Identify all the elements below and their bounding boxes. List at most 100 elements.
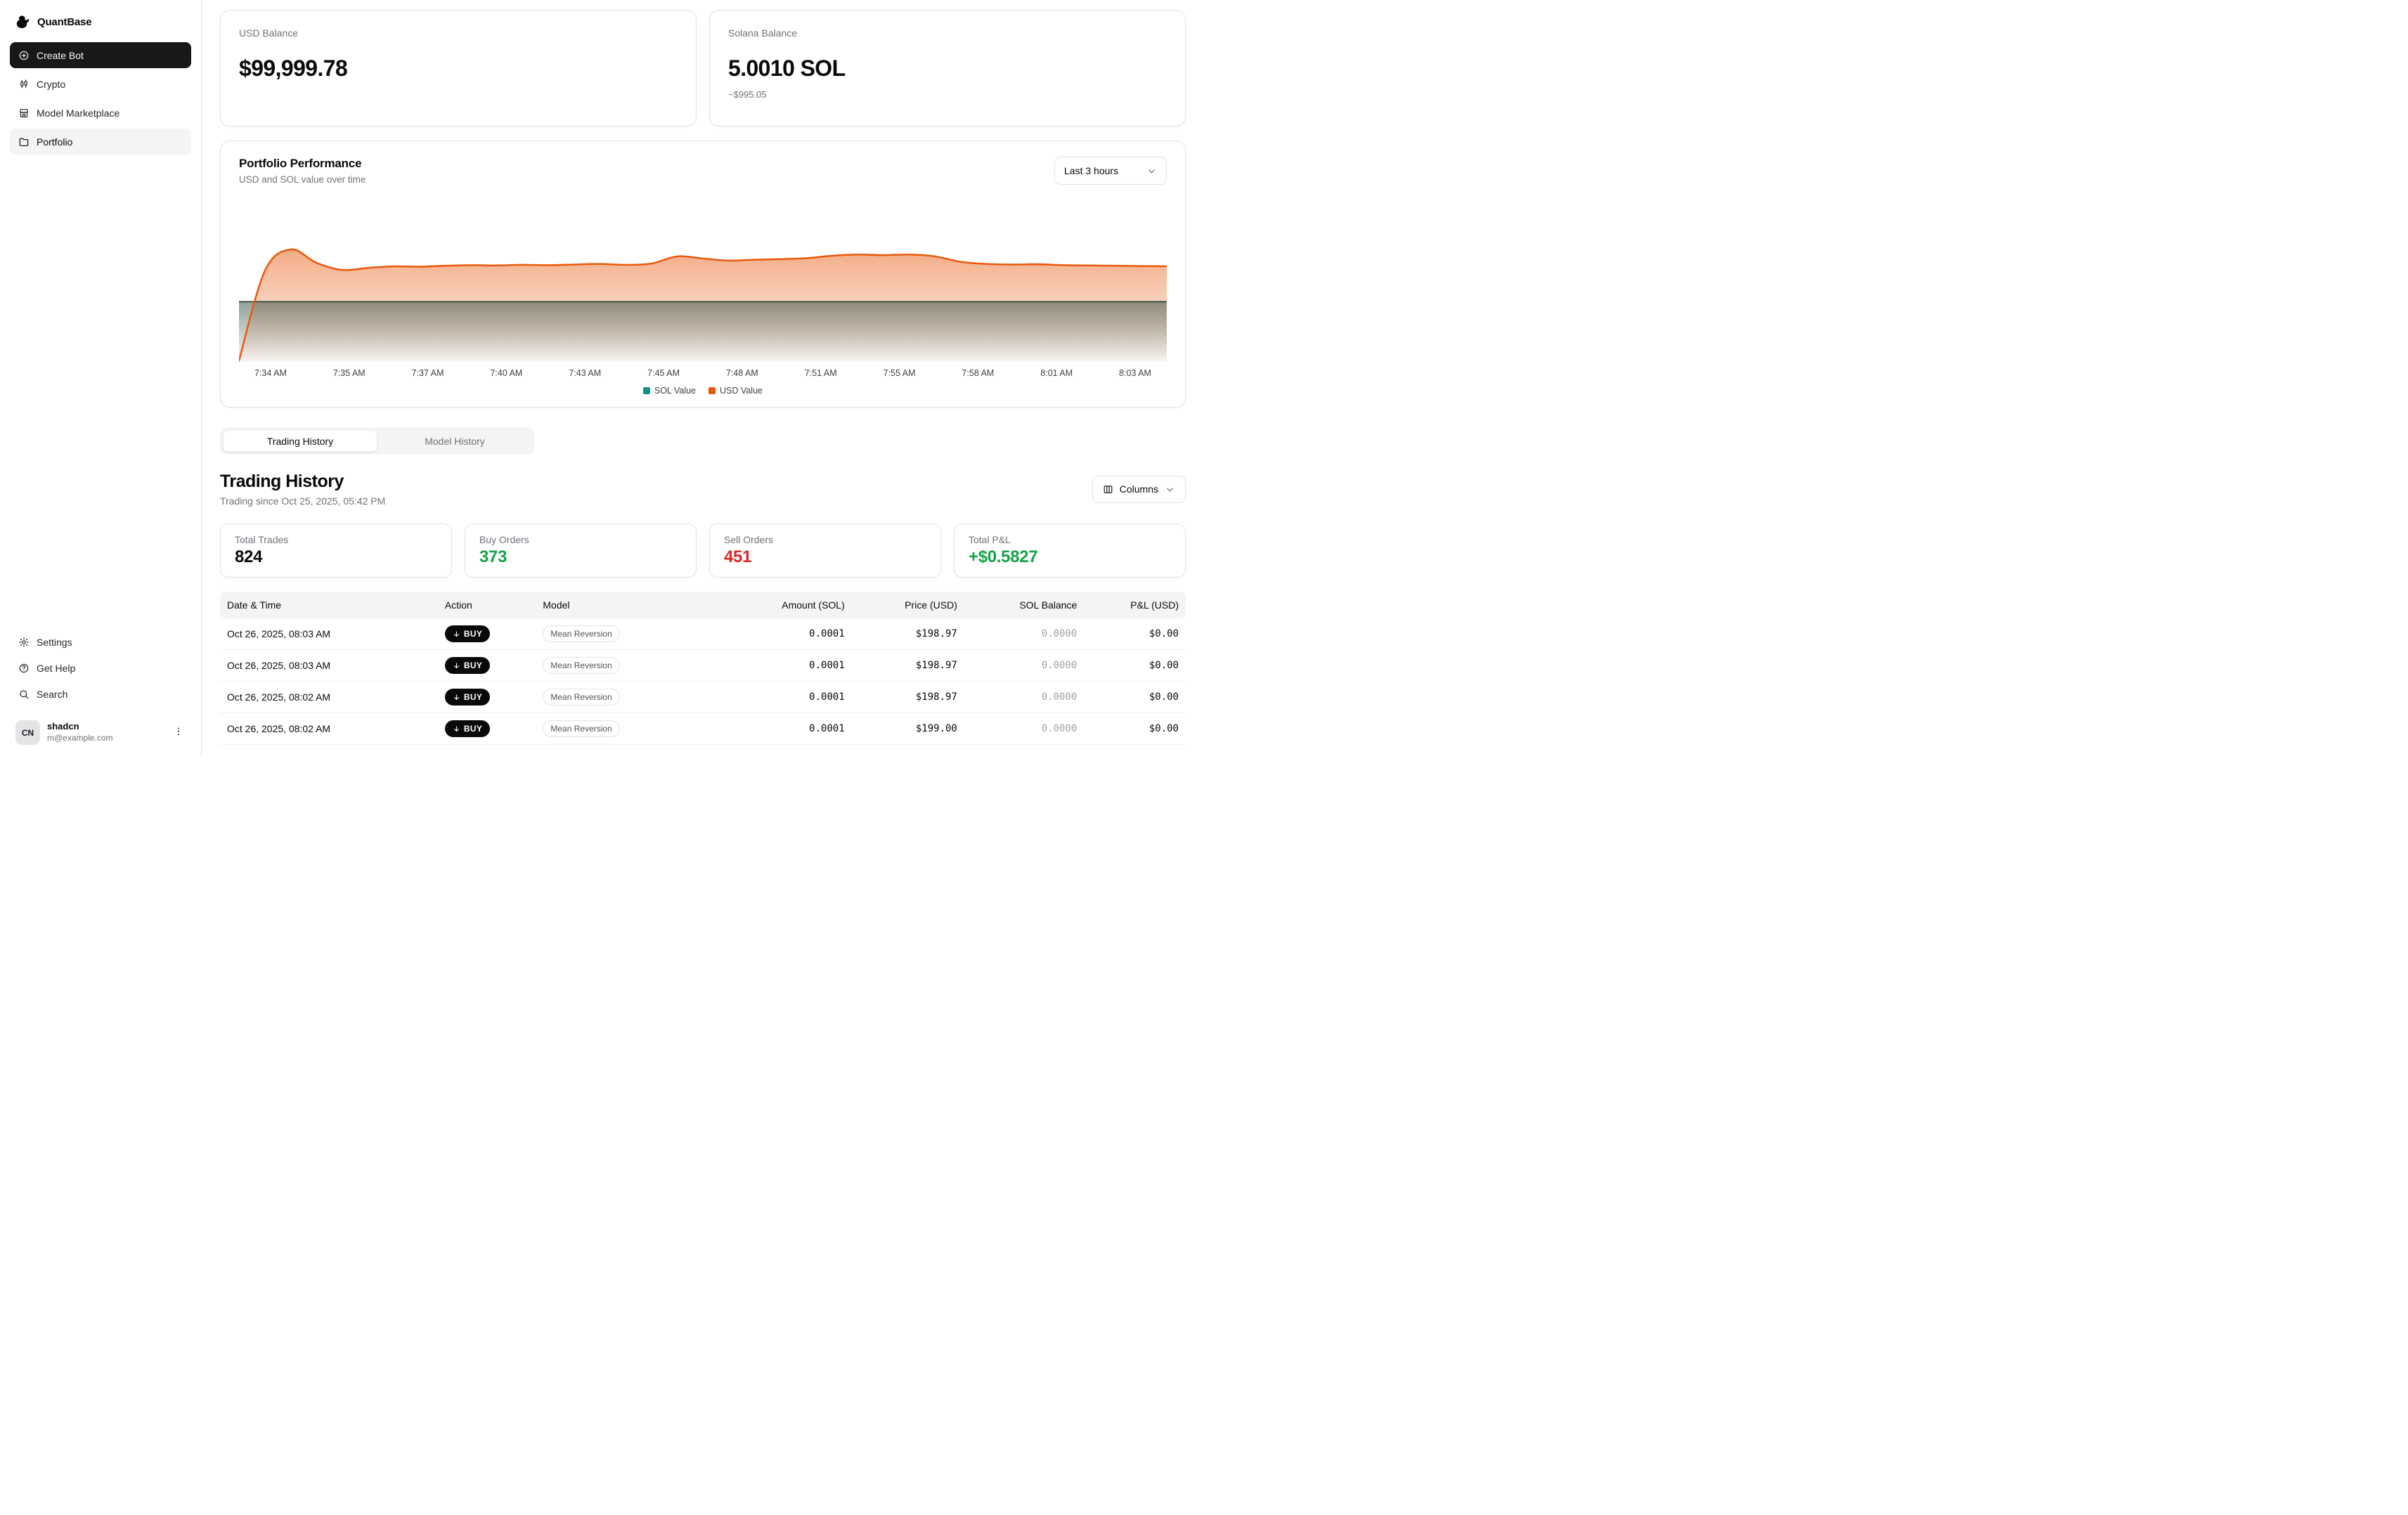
sidebar-item-label: Create Bot [37, 49, 84, 61]
legend-item: SOL Value [643, 386, 696, 396]
cell-sol-balance: 0.0000 [964, 681, 1085, 713]
trading-history-table: Date & Time Action Model Amount (SOL) Pr… [220, 592, 1186, 745]
columns-icon [1103, 484, 1113, 495]
gear-icon [18, 637, 30, 648]
chart-legend: SOL Value USD Value [239, 386, 1167, 396]
buy-badge: BUY [444, 720, 491, 737]
user-options-button[interactable] [170, 723, 187, 742]
quantbase-duck-logo-icon [15, 14, 31, 30]
store-icon [18, 108, 30, 119]
sidebar-item-get-help[interactable]: Get Help [10, 656, 191, 680]
help-circle-icon [18, 663, 30, 674]
app-root: QuantBase Create Bot Crypto Model Market… [0, 0, 1204, 758]
col-header-amount: Amount (SOL) [735, 592, 852, 618]
table-row[interactable]: Oct 26, 2025, 08:03 AM BUY Mean Reversio… [220, 618, 1186, 650]
buy-badge: BUY [444, 689, 491, 706]
cell-sol-balance: 0.0000 [964, 713, 1085, 745]
usd-balance-label: USD Balance [239, 27, 299, 39]
cell-action: BUY [437, 713, 536, 745]
legend-label: SOL Value [654, 386, 697, 396]
col-header-datetime: Date & Time [220, 592, 438, 618]
cell-price: $199.00 [851, 713, 964, 745]
cell-amount: 0.0001 [735, 618, 852, 650]
arrow-down-icon [453, 694, 460, 701]
sidebar-item-label: Get Help [37, 662, 76, 674]
user-menu[interactable]: CN shadcn m@example.com [10, 715, 191, 746]
x-tick-label: 7:55 AM [883, 368, 916, 378]
sidebar-item-label: Search [37, 688, 68, 700]
sol-balance-approx: ~$995.05 [728, 89, 767, 100]
cell-model: Mean Reversion [536, 618, 736, 650]
plus-circle-icon [18, 50, 30, 61]
tab-trading-history[interactable]: Trading History [223, 430, 377, 452]
cell-action: BUY [437, 649, 536, 682]
usd-line [239, 248, 1167, 362]
cell-datetime: Oct 26, 2025, 08:03 AM [220, 649, 438, 682]
sidebar-item-search[interactable]: Search [10, 682, 191, 706]
sidebar-item-label: Settings [37, 636, 72, 648]
stat-value: +$0.5827 [969, 547, 1038, 566]
sidebar-item-create-bot[interactable]: Create Bot [10, 42, 191, 68]
col-header-pnl: P&L (USD) [1084, 592, 1186, 618]
cell-action: BUY [437, 618, 536, 650]
portfolio-performance-card: Portfolio Performance USD and SOL value … [220, 141, 1186, 408]
stat-value: 373 [479, 547, 507, 566]
arrow-down-icon [453, 662, 460, 670]
col-header-sol-balance: SOL Balance [964, 592, 1085, 618]
time-range-select[interactable]: Last 3 hours [1054, 157, 1167, 185]
tab-model-history[interactable]: Model History [377, 430, 532, 452]
sidebar-item-portfolio[interactable]: Portfolio [10, 129, 191, 155]
cell-sol-balance: 0.0000 [964, 618, 1085, 650]
cell-pnl: $0.00 [1084, 713, 1186, 745]
sidebar-item-settings[interactable]: Settings [10, 630, 191, 654]
ellipsis-vertical-icon [173, 726, 184, 739]
x-tick-label: 7:51 AM [804, 368, 837, 378]
sidebar-item-model-marketplace[interactable]: Model Marketplace [10, 100, 191, 126]
table-row[interactable]: Oct 26, 2025, 08:03 AM BUY Mean Reversio… [220, 649, 1186, 682]
table-row[interactable]: Oct 26, 2025, 08:02 AM BUY Mean Reversio… [220, 713, 1186, 745]
cell-amount: 0.0001 [735, 649, 852, 682]
cell-model: Mean Reversion [536, 649, 736, 682]
stat-sell-orders: Sell Orders 451 [709, 524, 941, 578]
columns-button[interactable]: Columns [1092, 475, 1186, 503]
col-header-model: Model [536, 592, 736, 618]
performance-subtitle: USD and SOL value over time [239, 174, 366, 185]
table-row[interactable]: Oct 26, 2025, 08:02 AM BUY Mean Reversio… [220, 681, 1186, 713]
user-email: m@example.com [47, 733, 113, 743]
model-badge: Mean Reversion [543, 625, 620, 642]
trading-history-subtitle: Trading since Oct 25, 2025, 05:42 PM [220, 495, 386, 507]
sidebar-footer: Settings Get Help Search CN shadcn m@exa… [10, 630, 191, 746]
chevron-down-icon [1146, 166, 1157, 176]
usd-balance-value: $99,999.78 [239, 56, 348, 81]
avatar: CN [15, 720, 40, 745]
cell-pnl: $0.00 [1084, 681, 1186, 713]
stat-label: Buy Orders [479, 534, 529, 545]
x-tick-label: 7:48 AM [725, 368, 758, 378]
cell-amount: 0.0001 [735, 681, 852, 713]
trading-titles: Trading History Trading since Oct 25, 20… [220, 472, 385, 507]
action-label: BUY [463, 692, 483, 702]
performance-chart [239, 248, 1167, 362]
brand[interactable]: QuantBase [10, 11, 191, 32]
stat-label: Sell Orders [724, 534, 774, 545]
buy-badge: BUY [444, 657, 491, 674]
stat-total-trades: Total Trades 824 [220, 524, 452, 578]
stat-label: Total Trades [235, 534, 289, 545]
usd-balance-card: USD Balance $99,999.78 [220, 10, 697, 126]
cell-price: $198.97 [851, 649, 964, 682]
legend-swatch [643, 387, 650, 394]
stat-buy-orders: Buy Orders 373 [465, 524, 697, 578]
trades-body: Oct 26, 2025, 08:03 AM BUY Mean Reversio… [220, 618, 1186, 745]
sidebar-nav: Create Bot Crypto Model Marketplace Port… [10, 42, 191, 155]
legend-swatch [708, 387, 716, 394]
table-header: Date & Time Action Model Amount (SOL) Pr… [220, 592, 1186, 618]
sidebar-item-crypto[interactable]: Crypto [10, 71, 191, 97]
x-tick-label: 8:03 AM [1119, 368, 1151, 378]
x-tick-label: 7:58 AM [962, 368, 995, 378]
sidebar-item-label: Crypto [37, 78, 66, 90]
user-meta: shadcn m@example.com [47, 721, 163, 743]
buy-badge: BUY [444, 625, 491, 642]
candlestick-chart-icon [18, 79, 30, 90]
action-label: BUY [463, 724, 483, 734]
search-icon [18, 689, 30, 700]
